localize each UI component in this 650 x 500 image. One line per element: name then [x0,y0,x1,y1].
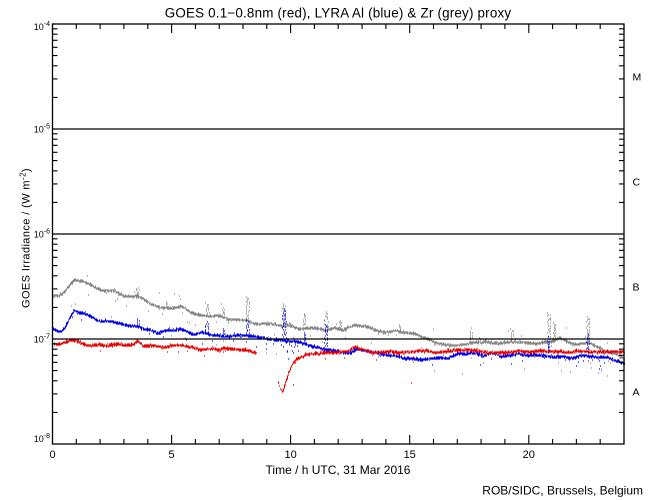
svg-text:10-4: 10-4 [34,21,50,32]
svg-text:GOES 0.1−0.8nm (red), LYRA Al: GOES 0.1−0.8nm (red), LYRA Al (blue) & Z… [165,6,512,21]
svg-text:A: A [633,387,640,399]
svg-text:GOES Irradiance / (W m-2): GOES Irradiance / (W m-2) [19,168,33,308]
svg-text:5: 5 [169,449,175,461]
svg-text:10-8: 10-8 [34,433,50,444]
svg-text:M: M [633,72,642,84]
svg-text:20: 20 [523,449,535,461]
svg-text:10: 10 [284,449,296,461]
svg-text:B: B [633,282,640,294]
svg-text:10-6: 10-6 [34,229,50,240]
svg-text:ROB/SIDC, Brussels, Belgium: ROB/SIDC, Brussels, Belgium [482,484,643,498]
svg-text:15: 15 [404,449,416,461]
svg-text:0: 0 [49,449,55,461]
svg-text:10-7: 10-7 [34,334,50,345]
svg-text:10-5: 10-5 [34,124,50,135]
svg-text:C: C [633,177,641,189]
svg-text:Time / h UTC, 31 Mar 2016: Time / h UTC, 31 Mar 2016 [266,463,411,477]
